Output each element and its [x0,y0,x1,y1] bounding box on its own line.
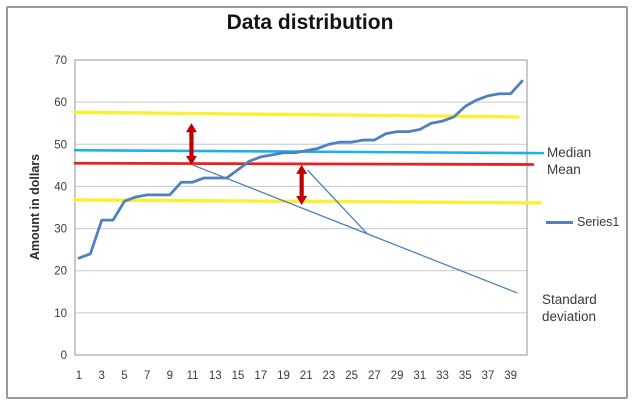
y-tick-label: 70 [54,55,67,67]
x-tick-label: 19 [277,370,290,382]
mean-label: Mean [547,162,581,177]
series1-legend-line [546,220,573,224]
x-tick-label: 1 [76,370,82,382]
x-tick-label: 21 [300,370,313,382]
y-tick-label: 30 [54,224,67,236]
plot-border [74,59,528,356]
y-tick-label: 10 [54,308,67,320]
legend: Series1 [546,215,619,229]
x-tick-label: 3 [99,370,105,382]
chart-title: Data distribution [226,11,394,34]
x-tick-label: 13 [209,370,222,382]
x-tick-label: 29 [391,370,404,382]
x-tick-label: 17 [254,370,267,382]
ref-line-mean [73,161,535,166]
arrowhead-down [185,155,197,165]
y-tick-label: 50 [54,139,67,151]
median-label: Median [547,145,592,160]
series1-line [77,79,524,260]
series1-legend-label: Series1 [577,215,620,229]
y-tick-label: 40 [54,181,67,193]
ref-line-band_lower [73,198,542,205]
leader-line [192,164,518,294]
x-tick-label: 23 [323,370,336,382]
y-tick-label: 60 [54,97,67,109]
y-tick-label: 20 [54,266,67,278]
x-tick-label: 25 [345,370,358,382]
arrowhead-up [296,164,308,174]
ref-line-median [73,148,545,155]
x-tick-label: 37 [482,370,495,382]
arrowhead-up [185,123,197,133]
ref-line-band_upper [73,110,520,119]
arrowhead-down [296,195,308,205]
x-tick-label: 15 [232,370,245,382]
standard-deviation-label-line2: deviation [542,309,597,324]
x-tick-label: 39 [504,370,517,382]
leader-line [306,169,369,235]
standard-deviation-label-line1: Standard [542,292,597,307]
x-tick-label: 9 [167,370,173,382]
y-tick-label: 0 [61,350,67,362]
x-tick-label: 5 [121,370,127,382]
x-tick-label: 11 [187,370,199,382]
y-axis-title: Amount in dollars [28,153,42,261]
x-tick-label: 31 [413,370,426,382]
x-tick-label: 33 [436,370,449,382]
x-tick-label: 27 [368,370,381,382]
standard-deviation-label: Standard deviation [542,291,597,325]
x-tick-label: 7 [144,370,150,382]
x-tick-label: 35 [459,370,472,382]
